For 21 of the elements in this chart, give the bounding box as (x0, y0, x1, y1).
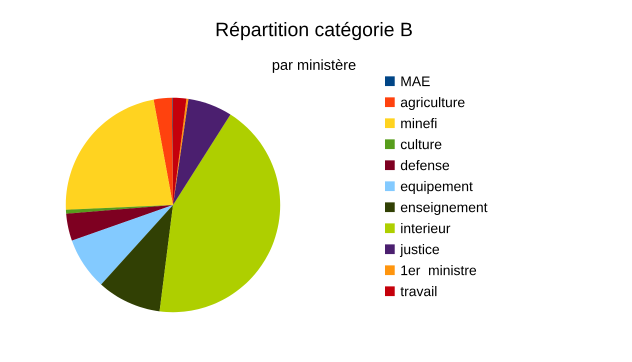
legend-label: MAE (401, 76, 430, 86)
pie-slice (173, 98, 230, 205)
pie-slice (66, 205, 173, 214)
legend-label: minefi (401, 118, 436, 128)
legend-label: agriculture (400, 97, 465, 110)
pie-slice (66, 205, 173, 241)
legend-label: culture (400, 139, 442, 150)
legend-label: justice (400, 244, 440, 257)
pie-slice (66, 100, 173, 210)
legend-label: travail (400, 286, 436, 296)
pie-slice (72, 205, 173, 285)
legend-label: defense (400, 160, 450, 170)
pie-slice (160, 114, 280, 312)
legend-label: 1er ministre (401, 265, 476, 276)
pie-slice (101, 205, 173, 312)
legend-label: equipement (400, 181, 473, 194)
chart-title: Répartition catégorie B (216, 22, 412, 40)
legend-label: enseignement (400, 202, 488, 215)
chart-subtitle: par ministère (272, 59, 356, 73)
pie-slice (154, 98, 173, 205)
legend-label: interieur (401, 223, 450, 234)
